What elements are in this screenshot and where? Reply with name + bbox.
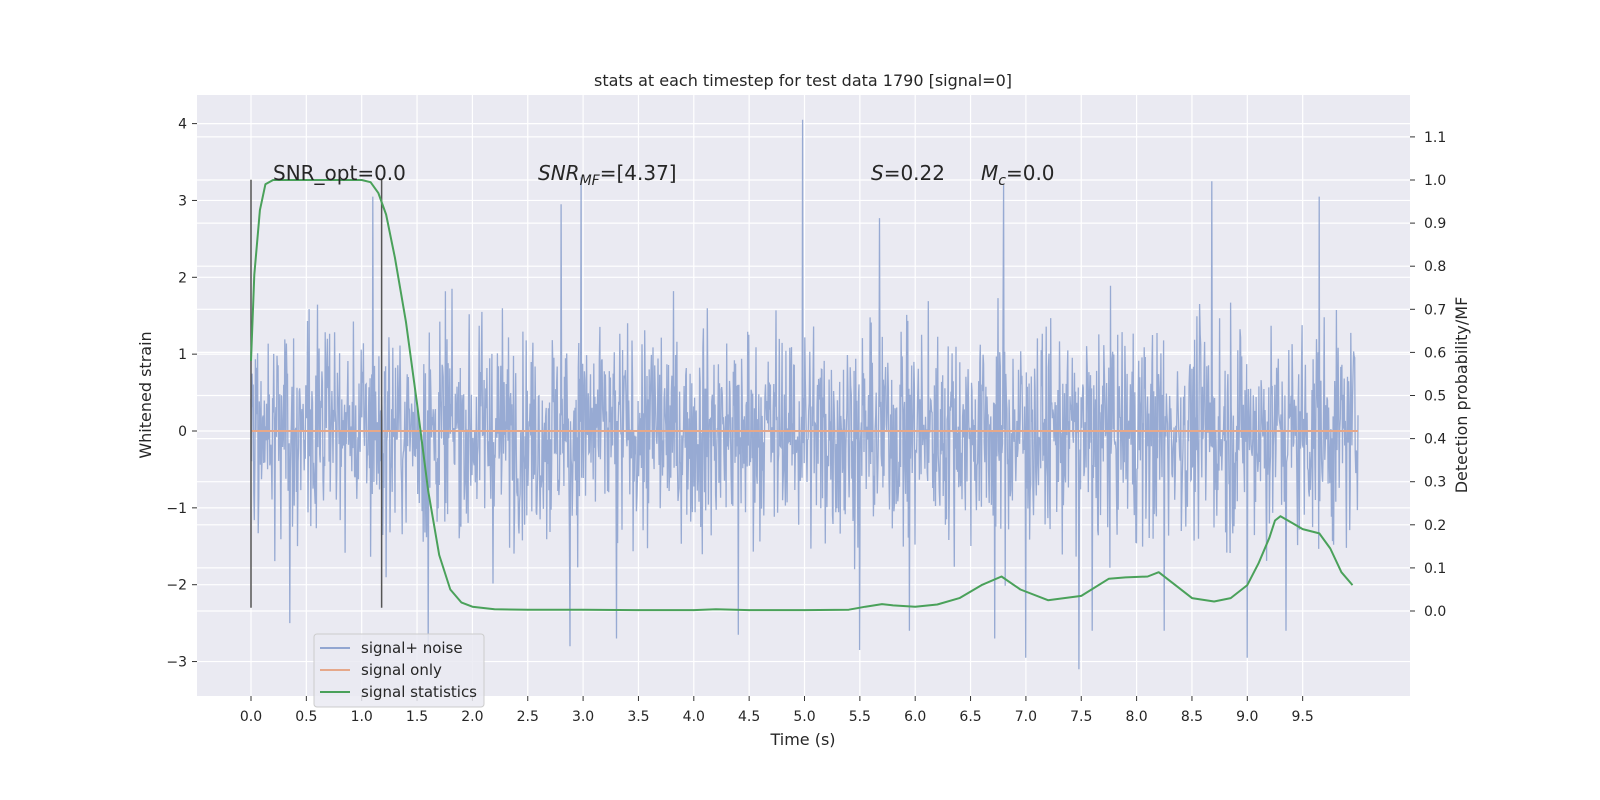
x-axis-ticks: 0.0 0.5 1.0 1.5 2.0 2.5 3.0 3.5 4.0 4.5 5.0 5.5 6.0 6…	[240, 696, 1314, 725]
mc-base: M	[981, 161, 998, 185]
snr-mf-value: =[4.37]	[600, 161, 677, 185]
vertical-markers	[250, 179, 383, 608]
y-tick-label: 1	[178, 347, 187, 363]
x-tick-label: 6.5	[959, 709, 981, 725]
annotation-mc: Mc=0.0	[981, 161, 1055, 189]
x-tick-label: 2.0	[461, 709, 483, 725]
right-tick-label: 0.3	[1424, 475, 1446, 491]
x-tick-label: 5.0	[793, 709, 815, 725]
x-tick-label: 1.0	[351, 709, 373, 725]
mc-value: =0.0	[1006, 161, 1055, 185]
right-tick-label: 0.7	[1424, 302, 1446, 318]
legend-label-signal-only: signal only	[361, 661, 442, 679]
y-tick-label: −2	[166, 578, 187, 594]
mc-subscript: c	[998, 173, 1006, 189]
right-tick-label: 1.1	[1424, 130, 1446, 146]
s-value: =0.22	[884, 161, 945, 185]
legend: signal+ noise signal only signal statist…	[313, 633, 485, 708]
x-tick-label: 0.5	[295, 709, 317, 725]
y-tick-label: −1	[166, 501, 187, 517]
x-tick-label: 0.0	[240, 709, 262, 725]
signal-noise-line	[250, 119, 1359, 670]
signal-statistics-line	[250, 179, 1354, 612]
legend-frame	[313, 633, 485, 708]
right-tick-label: 0.2	[1424, 518, 1446, 534]
right-tick-label: 0.8	[1424, 259, 1446, 275]
x-tick-label: 7.0	[1015, 709, 1037, 725]
annotation-snr-opt: SNR_opt=0.0	[273, 161, 406, 185]
y-tick-label: −3	[166, 655, 187, 671]
annotation-snr-mf: SNRMF=[4.37]	[538, 161, 677, 189]
chart-title: stats at each timestep for test data 179…	[594, 71, 1012, 90]
snr-mf-subscript: MF	[580, 173, 601, 189]
annotation-s: S=0.22	[871, 161, 945, 185]
x-tick-label: 5.5	[849, 709, 871, 725]
x-tick-label: 3.0	[572, 709, 594, 725]
right-tick-label: 0.4	[1424, 432, 1446, 448]
right-tick-label: 1.0	[1424, 173, 1446, 189]
right-tick-label: 0.0	[1424, 604, 1446, 620]
x-tick-label: 7.5	[1070, 709, 1092, 725]
x-tick-label: 9.0	[1236, 709, 1258, 725]
signal-statistics-series	[250, 179, 1354, 612]
y-tick-label: 4	[178, 117, 187, 133]
y-tick-label: 2	[178, 270, 187, 286]
right-axis-ticks: 0.0 0.1 0.2 0.3 0.4 0.5 0.6 0.7 0.8 0.9 1.0 1.1	[1410, 130, 1446, 620]
right-tick-label: 0.9	[1424, 216, 1446, 232]
x-tick-label: 1.5	[406, 709, 428, 725]
y-axis-ticks: −3 −2 −1 0 1 2 3 4	[166, 117, 197, 671]
x-tick-label: 4.5	[738, 709, 760, 725]
x-tick-label: 2.5	[517, 709, 539, 725]
y-tick-label: 3	[178, 193, 187, 209]
right-axis-label: Detection probability/MF	[1452, 297, 1471, 494]
annotations: SNR_opt=0.0 SNRMF=[4.37] S=0.22 Mc=0.0	[273, 161, 1055, 189]
x-tick-label: 3.5	[627, 709, 649, 725]
x-axis-label: Time (s)	[769, 730, 835, 749]
x-tick-label: 8.5	[1181, 709, 1203, 725]
right-tick-label: 0.1	[1424, 561, 1446, 577]
y-tick-label: 0	[178, 424, 187, 440]
legend-label-signal-statistics: signal statistics	[361, 683, 477, 701]
snr-mf-base: SNR	[538, 161, 580, 185]
legend-label-signal-noise: signal+ noise	[361, 639, 463, 657]
signal-noise-series	[250, 119, 1359, 670]
x-tick-label: 4.0	[683, 709, 705, 725]
plot-area	[197, 95, 1410, 696]
x-tick-label: 8.0	[1125, 709, 1147, 725]
x-tick-label: 9.5	[1292, 709, 1314, 725]
right-tick-label: 0.5	[1424, 389, 1446, 405]
right-tick-label: 0.6	[1424, 345, 1446, 361]
s-symbol: S	[871, 161, 884, 185]
x-tick-label: 6.0	[904, 709, 926, 725]
y-axis-label: Whitened strain	[136, 331, 155, 458]
